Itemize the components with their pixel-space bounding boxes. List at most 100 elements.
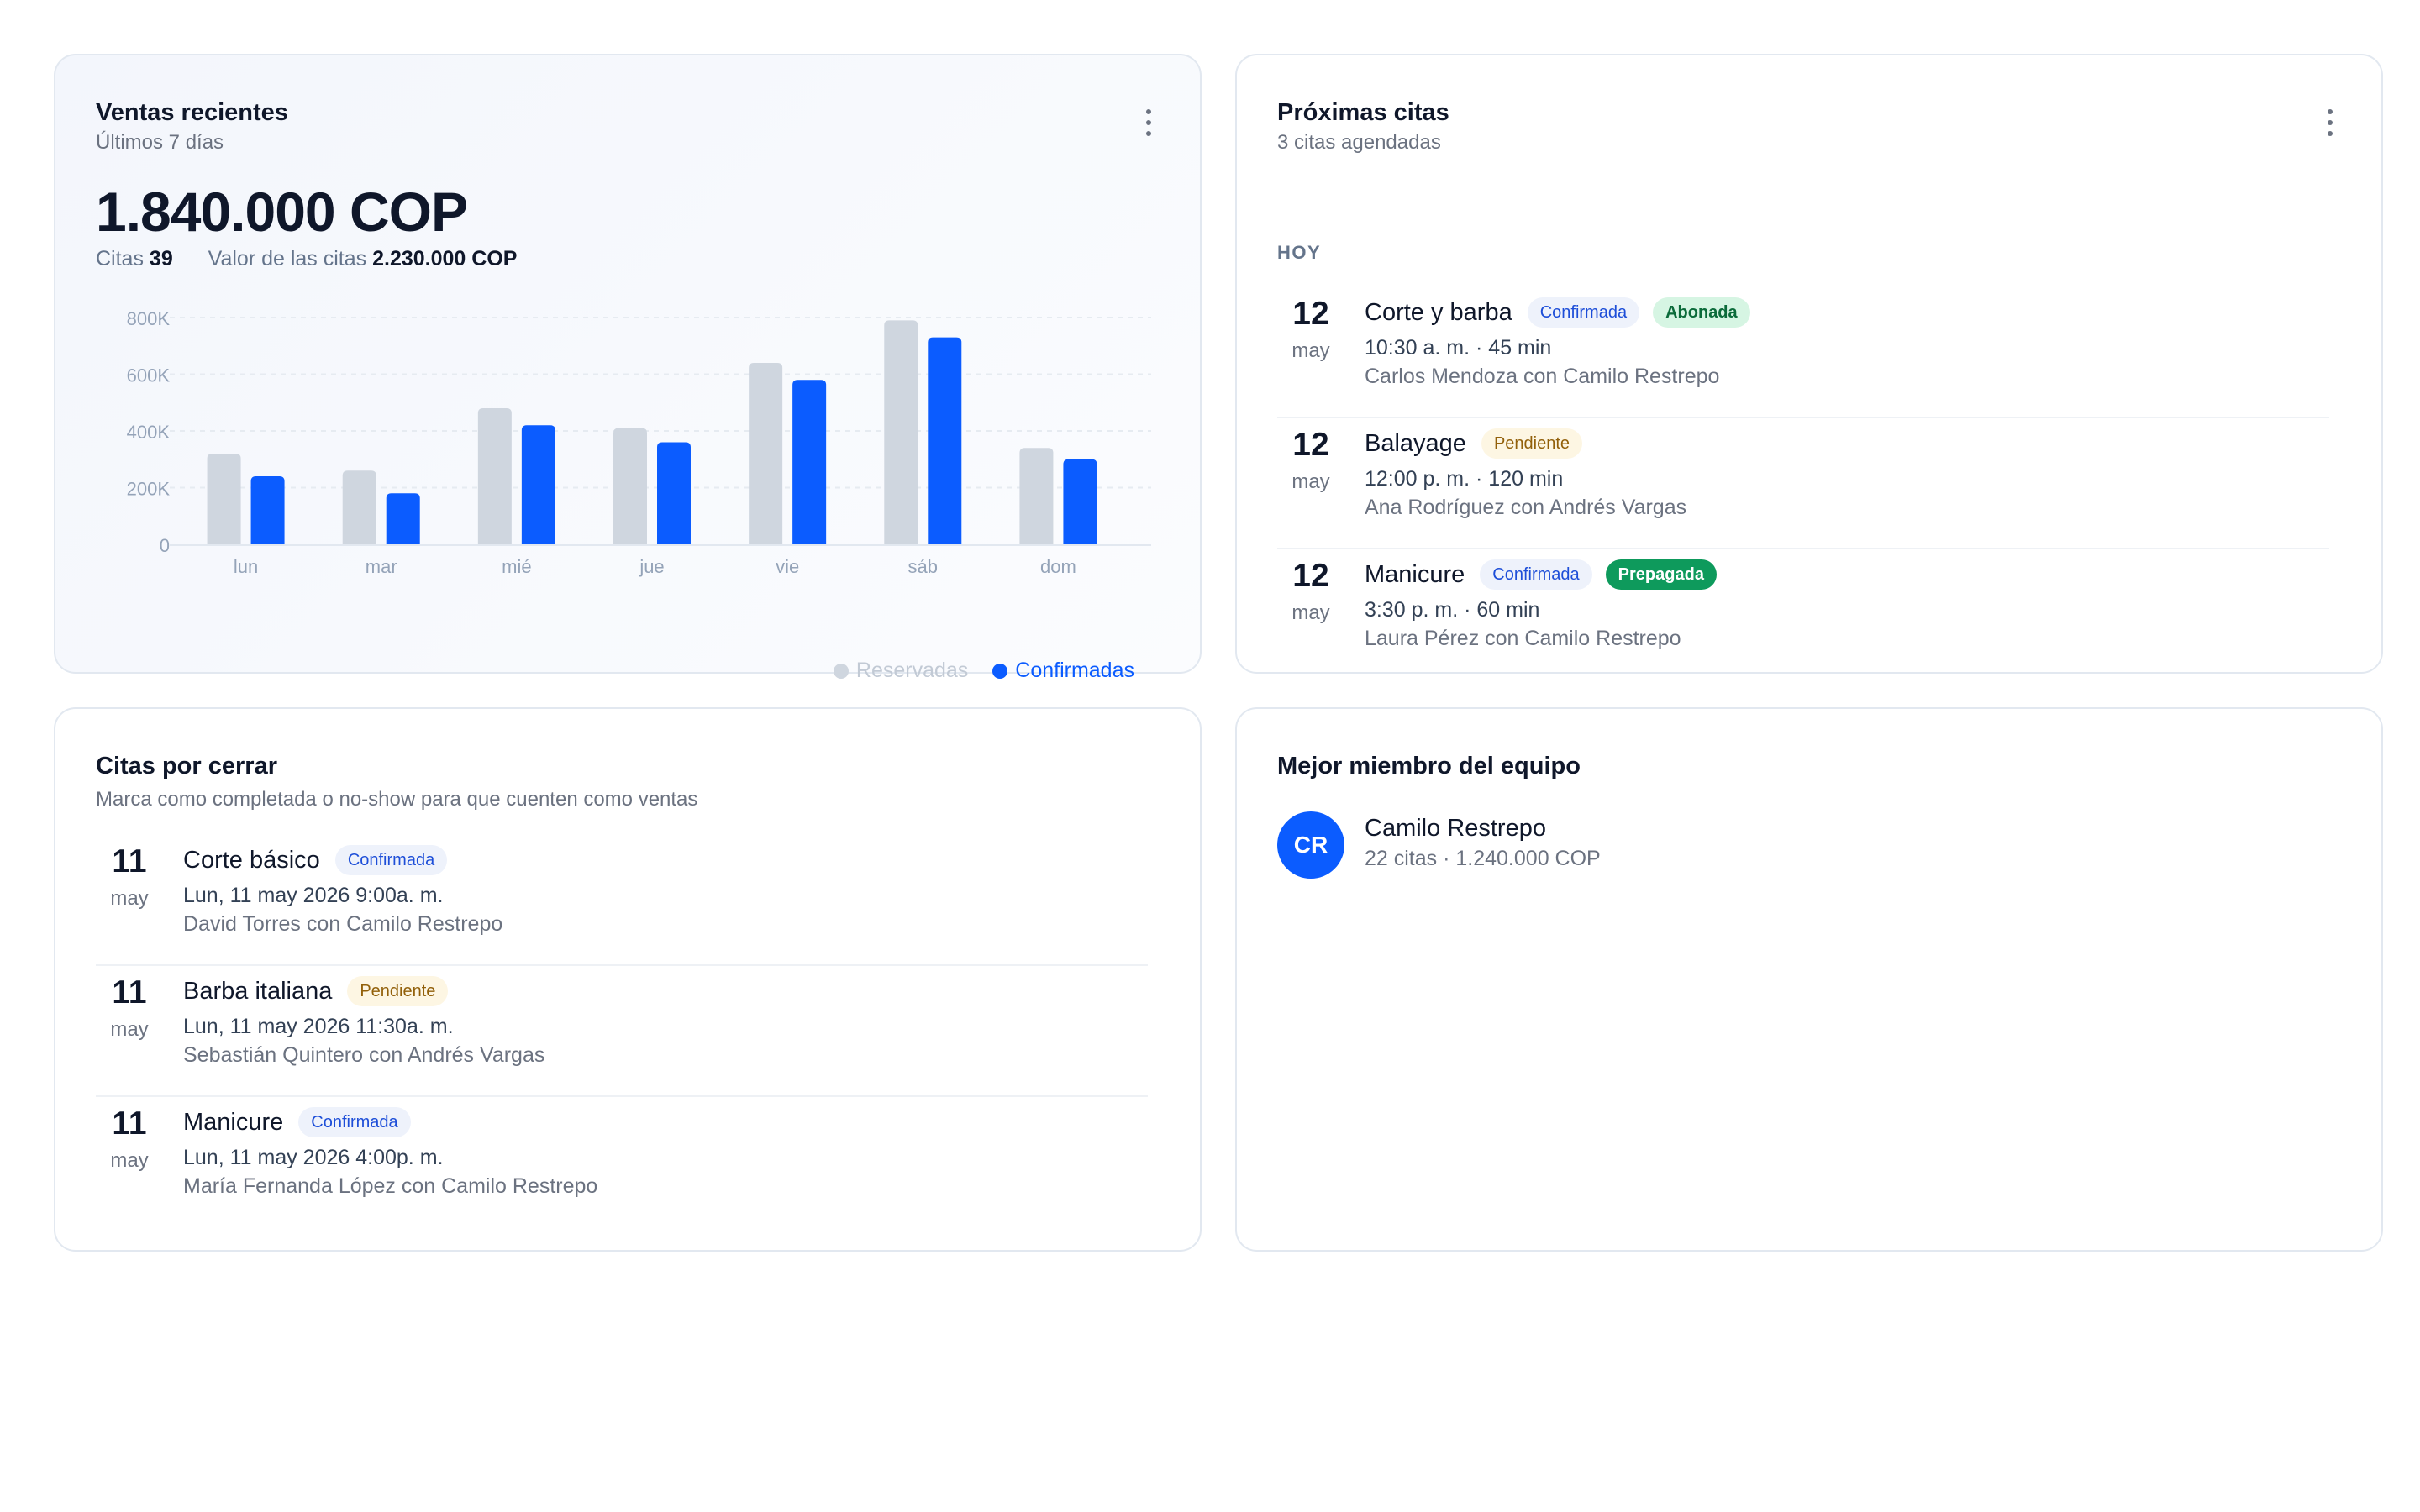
appt-time: 3:30 p. m. · 60 min: [1365, 598, 1540, 622]
appt-day: 12: [1292, 427, 1329, 463]
bar-confirmed[interactable]: [521, 425, 555, 544]
sales-stats: Citas 39 Valor de las citas 2.230.000 CO…: [96, 247, 517, 271]
appt-month: may: [1292, 470, 1330, 493]
sales-total: 1.840.000 COP: [96, 181, 468, 243]
appt-people: María Fernanda López con Camilo Restrepo: [183, 1174, 598, 1198]
bar-confirmed[interactable]: [1063, 459, 1097, 544]
appt-service: Corte y barba: [1365, 298, 1512, 326]
upcoming-appointment[interactable]: 12 may Corte y barba Confirmada Abonada …: [1277, 287, 2329, 418]
bar-reserved[interactable]: [613, 428, 647, 544]
appt-month: may: [110, 1149, 149, 1172]
status-badge: Confirmada: [334, 845, 448, 875]
divider: [96, 1095, 1148, 1097]
upcoming-appointment[interactable]: 12 may Manicure Confirmada Prepagada 3:3…: [1277, 549, 2329, 680]
x-tick-label: vie: [776, 556, 799, 577]
to-close-subtitle: Marca como completada o no-show para que…: [96, 788, 698, 811]
appt-service: Balayage: [1365, 429, 1466, 457]
bar-reserved[interactable]: [749, 363, 783, 544]
sales-bar-chart: 0 200K 400K 600K 800K lun mar mié jue vie sáb dom: [127, 308, 1151, 577]
pending-appointment[interactable]: 11 may Barba italiana Pendiente Lun, 11 …: [96, 966, 1148, 1097]
divider: [1277, 548, 2329, 549]
appt-service: Manicure: [1365, 560, 1465, 588]
legend-reserved-dot: [833, 663, 849, 679]
to-close-title: Citas por cerrar: [96, 753, 277, 780]
bar-reserved[interactable]: [884, 320, 918, 544]
upcoming-appointment[interactable]: 12 may Balayage Pendiente 12:00 p. m. · …: [1277, 418, 2329, 549]
pending-appointment[interactable]: 11 may Corte básico Confirmada Lun, 11 m…: [96, 835, 1148, 966]
appt-day: 12: [1292, 558, 1329, 594]
section-today: HOY: [1277, 242, 1322, 263]
appt-month: may: [110, 1018, 149, 1041]
upcoming-more-icon[interactable]: [2326, 109, 2334, 138]
appt-time: 12:00 p. m. · 120 min: [1365, 467, 1564, 491]
legend-reserved-label: Reservadas: [855, 659, 969, 682]
y-tick-label: 600K: [127, 365, 171, 386]
appt-month: may: [1292, 601, 1330, 624]
bar-confirmed[interactable]: [386, 493, 420, 544]
x-tick-label: jue: [639, 556, 664, 577]
appt-day: 11: [112, 843, 147, 879]
payment-badge: Abonada: [1653, 297, 1750, 328]
appointments-count: 39: [149, 247, 173, 270]
value-label: Valor de las citas: [208, 247, 367, 270]
status-badge: Pendiente: [1481, 428, 1583, 459]
appt-service: Corte básico: [183, 846, 320, 874]
appt-time: 10:30 a. m. · 45 min: [1365, 336, 1552, 360]
upcoming-title: Próximas citas: [1277, 99, 1449, 126]
appt-service: Barba italiana: [183, 977, 333, 1005]
divider: [96, 964, 1148, 966]
appt-day: 12: [1292, 296, 1329, 332]
bar-reserved[interactable]: [1019, 448, 1054, 544]
appointments-label: Citas: [96, 247, 144, 270]
upcoming-subtitle: 3 citas agendadas: [1277, 131, 1441, 154]
value-amount: 2.230.000 COP: [372, 247, 518, 270]
top-member-title: Mejor miembro del equipo: [1277, 753, 1581, 780]
bar-confirmed[interactable]: [928, 337, 962, 544]
top-member-card: Mejor miembro del equipo CR Camilo Restr…: [1235, 707, 2383, 1252]
bar-reserved[interactable]: [342, 470, 376, 544]
appt-people: Ana Rodríguez con Andrés Vargas: [1365, 496, 1687, 519]
legend-confirmed[interactable]: Confirmadas: [992, 659, 1134, 683]
pending-appointment[interactable]: 11 may Manicure Confirmada Lun, 11 may 2…: [96, 1097, 1148, 1228]
appt-day: 11: [112, 1105, 147, 1142]
appt-datetime: Lun, 11 may 2026 9:00a. m.: [183, 884, 444, 907]
bar-confirmed[interactable]: [657, 442, 691, 545]
member-stats: 22 citas · 1.240.000 COP: [1365, 847, 1601, 870]
sales-card: Ventas recientes Últimos 7 días 1.840.00…: [54, 54, 1202, 682]
appt-month: may: [110, 887, 149, 910]
status-badge: Confirmada: [298, 1107, 411, 1137]
sales-title: Ventas recientes: [96, 99, 288, 126]
upcoming-card: Próximas citas 3 citas agendadas HOY 12 …: [1235, 54, 2383, 674]
payment-badge: Prepagada: [1605, 559, 1717, 590]
status-badge: Pendiente: [347, 976, 449, 1006]
legend-confirmed-label: Confirmadas: [1015, 659, 1134, 682]
to-close-card: Citas por cerrar Marca como completada o…: [54, 707, 1202, 1252]
bar-reserved[interactable]: [207, 454, 241, 544]
legend-reserved[interactable]: Reservadas: [833, 659, 969, 683]
y-tick-label: 0: [160, 535, 170, 556]
appt-service: Manicure: [183, 1108, 284, 1136]
chart-legend: Reservadas Confirmadas: [815, 659, 1134, 685]
appt-datetime: Lun, 11 may 2026 4:00p. m.: [183, 1146, 444, 1169]
member-name[interactable]: Camilo Restrepo: [1365, 815, 1546, 842]
appt-people: David Torres con Camilo Restrepo: [183, 912, 503, 936]
appt-people: Sebastián Quintero con Andrés Vargas: [183, 1043, 545, 1067]
status-badge: Confirmada: [1527, 297, 1640, 328]
x-tick-label: lun: [234, 556, 258, 577]
appt-people: Laura Pérez con Camilo Restrepo: [1365, 627, 1681, 650]
y-tick-label: 800K: [127, 308, 171, 329]
bar-confirmed[interactable]: [250, 476, 285, 544]
appt-datetime: Lun, 11 may 2026 11:30a. m.: [183, 1015, 454, 1038]
bar-reserved[interactable]: [477, 408, 512, 544]
bar-confirmed[interactable]: [792, 380, 827, 544]
appt-month: may: [1292, 339, 1330, 362]
y-tick-label: 400K: [127, 422, 171, 443]
x-tick-label: mié: [502, 556, 531, 577]
appt-people: Carlos Mendoza con Camilo Restrepo: [1365, 365, 1720, 388]
appt-day: 11: [112, 974, 147, 1011]
status-badge: Confirmada: [1480, 559, 1592, 590]
sales-more-icon[interactable]: [1144, 109, 1153, 138]
y-tick-label: 200K: [127, 479, 171, 500]
avatar[interactable]: CR: [1277, 811, 1344, 879]
legend-confirmed-dot: [992, 663, 1008, 679]
